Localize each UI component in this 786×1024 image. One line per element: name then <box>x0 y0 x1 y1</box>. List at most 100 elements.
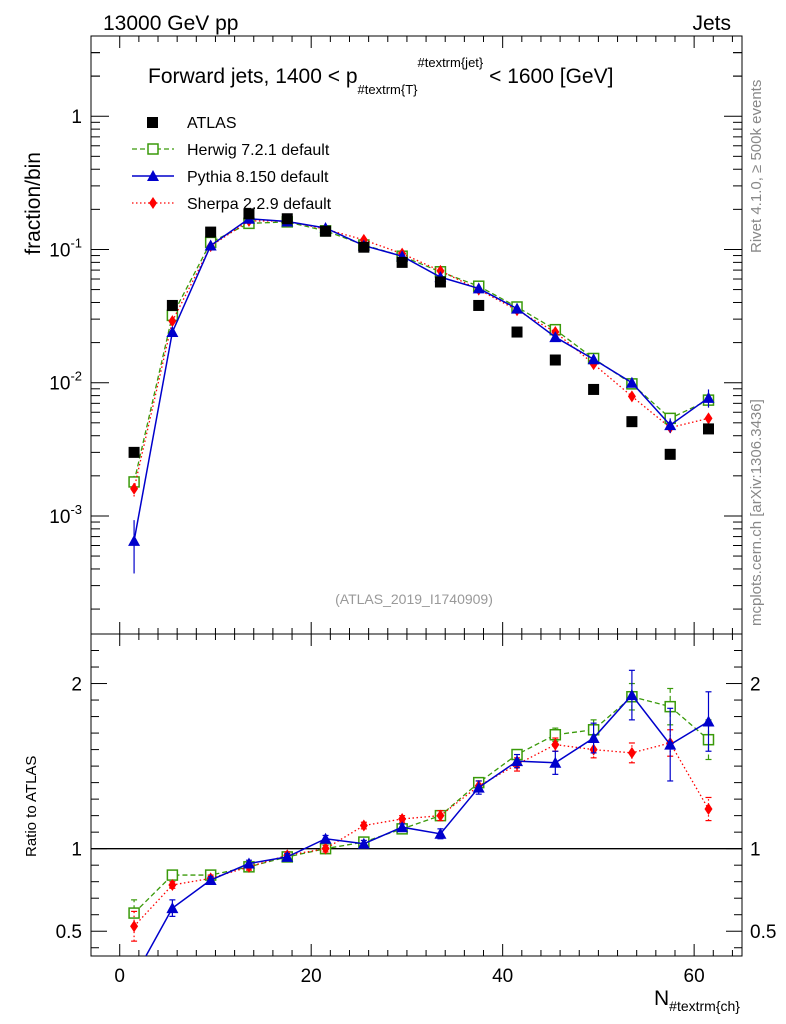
atlas-data-point <box>434 276 446 288</box>
pythia-data-point <box>549 331 562 343</box>
y-tick-label: 10-3 <box>49 502 82 528</box>
sherpa-ratio-point <box>398 812 407 825</box>
pythia-data-point <box>472 282 485 294</box>
atlas-data-point <box>205 226 217 238</box>
herwig-ratio-line <box>133 696 709 914</box>
y-axis-label: fraction/bin <box>22 152 45 255</box>
atlas-data-point <box>243 208 255 220</box>
sherpa-data-point <box>130 482 139 495</box>
legend-marker-atlas <box>147 117 158 128</box>
atlas-data-point <box>588 383 600 395</box>
legend-label-sherpa: Sherpa 2.2.9 default <box>187 196 332 213</box>
atlas-data-point <box>473 299 485 311</box>
sherpa-ratio-point <box>168 878 177 891</box>
chart-title-main: Forward jets, 1400 < p <box>148 65 358 88</box>
atlas-data-point <box>281 213 293 225</box>
analysis-id-label: (ATLAS_2019_I1740909) <box>335 591 493 607</box>
atlas-data-point <box>664 448 676 460</box>
header-right-label: Jets <box>692 12 731 35</box>
pythia-ratio-point <box>664 738 677 750</box>
ratio-axes: 0 20 40 60 0.5 0.5 1 1 2 2 <box>56 634 776 987</box>
sherpa-data-point <box>436 264 445 277</box>
ratio-tick-label-left: 2 <box>71 675 82 696</box>
pythia-series-line <box>133 217 709 542</box>
main-series <box>128 208 715 574</box>
legend-label-atlas: ATLAS <box>187 115 237 132</box>
ratio-panel-frame <box>90 633 743 957</box>
atlas-data-point <box>396 256 408 268</box>
atlas-data-point <box>320 225 332 237</box>
chart-title-superscript: #textrm{jet} <box>418 55 484 70</box>
x-tick-label: 60 <box>684 966 705 987</box>
herwig-ratio-point <box>166 869 179 881</box>
atlas-data-point <box>549 354 561 366</box>
sherpa-data-point <box>168 315 177 328</box>
pythia-ratio-point <box>625 689 638 701</box>
ratio-series <box>128 669 715 982</box>
pythia-data-point <box>511 302 524 314</box>
atlas-data-point <box>511 326 523 338</box>
y-tick-label: 10-2 <box>49 369 82 395</box>
sherpa-ratio-point <box>551 738 560 751</box>
atlas-data-point <box>702 423 714 435</box>
pythia-ratio-point <box>396 821 409 833</box>
ratio-tick-label-left: 1 <box>71 840 82 861</box>
herwig-series-line <box>133 221 709 483</box>
legend-marker-herwig <box>147 143 159 155</box>
pythia-ratio-point <box>319 832 332 844</box>
sherpa-series-line <box>133 220 709 489</box>
pythia-data-point <box>204 239 217 251</box>
ratio-tick-label-left: 0.5 <box>56 922 82 943</box>
ratio-axis-label: Ratio to ATLAS <box>23 756 40 857</box>
sherpa-ratio-point <box>130 920 139 933</box>
pythia-ratio-point <box>511 755 524 767</box>
mcplots-label: mcplots.cern.ch [arXiv:1306.3436] <box>748 399 765 626</box>
pythia-ratio-point <box>204 874 217 886</box>
atlas-data-point <box>626 416 638 428</box>
legend-marker-pythia <box>147 170 159 181</box>
sherpa-ratio-point <box>627 746 636 759</box>
sherpa-data-point <box>627 390 636 403</box>
atlas-data-point <box>128 446 140 458</box>
x-tick-label: 20 <box>301 966 322 987</box>
pythia-ratio-point <box>242 857 255 869</box>
pythia-data-point <box>166 326 179 338</box>
legend: ATLAS Herwig 7.2.1 default Pythia 8.150 … <box>132 115 332 213</box>
legend-label-pythia: Pythia 8.150 default <box>187 169 329 186</box>
rivet-label: Rivet 4.1.0, ≥ 500k events <box>748 80 765 253</box>
pythia-data-point <box>587 353 600 365</box>
pythia-ratio-point <box>128 971 140 982</box>
atlas-data-point <box>166 299 178 311</box>
pythia-ratio-point <box>281 850 294 862</box>
x-axis-label: N#textrm{ch} <box>654 987 740 1014</box>
main-axes: 10-3 10-2 10-1 1 <box>49 35 742 634</box>
pythia-ratio-line <box>145 693 709 956</box>
y-tick-label: 1 <box>71 107 82 128</box>
pythia-data-point <box>625 376 638 388</box>
pythia-data-point <box>664 419 677 431</box>
legend-marker-sherpa <box>149 197 157 209</box>
ratio-tick-label-right: 0.5 <box>750 922 776 943</box>
pythia-ratio-point <box>702 715 715 727</box>
sherpa-ratio-point <box>321 842 330 855</box>
pythia-data-point <box>128 534 141 546</box>
sherpa-ratio-point <box>436 809 445 822</box>
sherpa-data-point <box>704 412 713 425</box>
x-axis-label-subscript: #textrm{ch} <box>669 998 740 1014</box>
legend-label-herwig: Herwig 7.2.1 default <box>187 142 330 159</box>
x-tick-label: 0 <box>114 966 125 987</box>
pythia-ratio-point <box>357 837 370 849</box>
pythia-ratio-point <box>472 781 485 793</box>
x-axis-label-main: N <box>654 987 669 1010</box>
pythia-ratio-point <box>166 902 179 914</box>
chart-title: Forward jets, 1400 < p#textrm{T} #textrm{… <box>148 55 613 97</box>
header-left-label: 13000 GeV pp <box>103 12 238 35</box>
y-tick-label: 10-1 <box>49 235 82 261</box>
sherpa-ratio-point <box>704 803 713 816</box>
chart-title-rest: < 1600 [GeV] <box>483 65 613 88</box>
pythia-ratio-point <box>587 732 600 744</box>
x-tick-label: 40 <box>492 966 513 987</box>
ratio-tick-label-right: 1 <box>750 840 761 861</box>
pythia-ratio-point <box>434 827 447 839</box>
